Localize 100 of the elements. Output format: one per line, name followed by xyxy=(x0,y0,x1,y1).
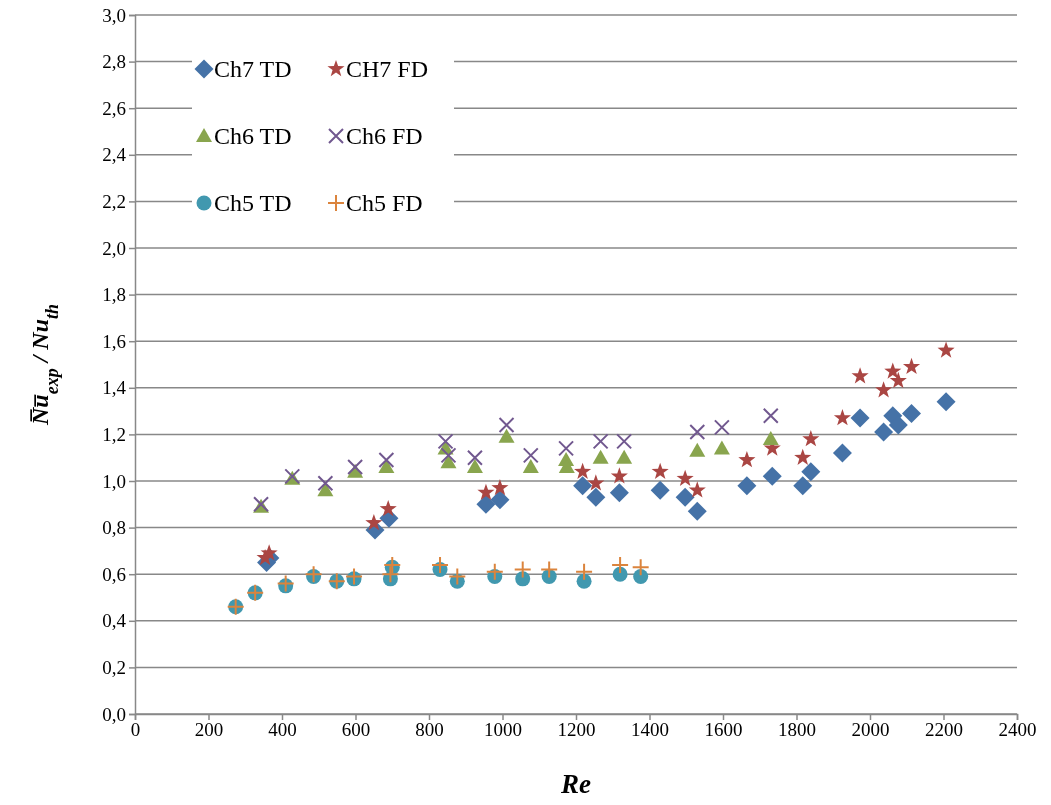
point xyxy=(485,562,504,581)
point xyxy=(609,483,629,503)
point xyxy=(592,449,609,464)
point xyxy=(490,490,510,510)
point xyxy=(675,487,695,507)
point xyxy=(902,357,921,375)
point xyxy=(832,443,852,463)
point xyxy=(713,440,730,455)
point xyxy=(738,451,756,468)
point xyxy=(522,447,539,464)
point xyxy=(833,409,851,426)
x-tick-label: 2000 xyxy=(851,719,890,741)
point xyxy=(573,476,593,496)
point xyxy=(491,478,509,496)
point xyxy=(304,565,323,584)
point xyxy=(381,565,400,584)
point xyxy=(611,555,630,574)
point xyxy=(762,407,779,424)
y-tick-label: 0,8 xyxy=(102,517,126,539)
point xyxy=(793,476,813,496)
point xyxy=(574,462,592,479)
point xyxy=(448,567,467,586)
y-tick-label: 3,0 xyxy=(102,4,126,26)
point xyxy=(633,569,649,585)
y-tick-label: 0,0 xyxy=(102,703,126,725)
y-tick-label: 1,2 xyxy=(102,423,126,445)
point xyxy=(616,449,633,464)
point xyxy=(576,573,592,589)
x-tick-label: 1400 xyxy=(631,719,669,741)
x-axis-title: Re xyxy=(560,769,592,799)
point xyxy=(466,449,483,466)
point xyxy=(762,466,782,486)
x-tick-label: 0 xyxy=(130,719,141,741)
point xyxy=(276,574,295,593)
y-tick-label: 0,6 xyxy=(102,563,126,585)
point xyxy=(540,560,559,579)
x-tick-label: 400 xyxy=(268,719,297,741)
y-tick-label: 1,6 xyxy=(102,330,126,352)
point xyxy=(365,513,383,531)
point xyxy=(431,555,450,574)
point xyxy=(378,452,395,469)
point xyxy=(379,499,397,517)
point xyxy=(801,462,821,482)
point xyxy=(902,403,922,423)
point xyxy=(522,459,539,474)
point xyxy=(874,422,894,442)
point xyxy=(689,424,706,441)
point xyxy=(875,381,893,398)
point xyxy=(688,481,706,498)
point xyxy=(851,367,869,384)
x-tick-label: 1200 xyxy=(557,719,596,741)
x-tick-label: 800 xyxy=(415,719,444,741)
legend-label: Ch6 FD xyxy=(346,123,423,149)
point xyxy=(466,459,483,474)
point xyxy=(650,480,670,500)
point xyxy=(383,555,402,574)
point xyxy=(260,544,278,561)
y-tick-label: 2,6 xyxy=(102,97,126,119)
point xyxy=(498,417,515,434)
point xyxy=(888,415,908,435)
point xyxy=(687,501,707,521)
point xyxy=(676,469,694,486)
point xyxy=(689,442,706,457)
x-tick-label: 1600 xyxy=(704,719,743,741)
x-tick-label: 2400 xyxy=(998,719,1037,741)
point xyxy=(347,459,364,476)
y-tick-label: 0,4 xyxy=(102,610,127,632)
point xyxy=(631,558,650,577)
legend-label: Ch7 TD xyxy=(214,56,292,82)
point xyxy=(586,487,606,507)
point xyxy=(616,433,633,450)
point xyxy=(498,428,515,443)
y-tick-label: 1,0 xyxy=(102,470,126,492)
point xyxy=(558,440,575,457)
point xyxy=(762,431,779,446)
x-tick-label: 600 xyxy=(341,719,371,741)
point xyxy=(713,419,730,436)
legend-label: CH7 FD xyxy=(346,56,429,82)
point xyxy=(936,392,956,412)
y-tick-label: 0,2 xyxy=(102,656,126,678)
point xyxy=(850,408,870,428)
point xyxy=(587,474,605,491)
point xyxy=(737,476,757,496)
point xyxy=(802,430,820,447)
x-tick-label: 2200 xyxy=(925,719,963,741)
y-tick-label: 2,0 xyxy=(102,237,126,259)
y-tick-label: 1,4 xyxy=(102,377,127,399)
point xyxy=(612,566,628,582)
legend-label: Ch5 FD xyxy=(346,190,423,216)
point xyxy=(889,371,907,389)
legend-label: Ch5 TD xyxy=(214,190,292,216)
point xyxy=(937,341,955,358)
point xyxy=(794,448,812,465)
x-tick-label: 200 xyxy=(194,719,224,741)
point xyxy=(378,459,395,474)
point xyxy=(476,494,496,514)
legend-label: Ch6 TD xyxy=(214,123,292,149)
point xyxy=(651,462,669,479)
point xyxy=(440,447,457,464)
x-tick-label: 1800 xyxy=(778,719,816,741)
